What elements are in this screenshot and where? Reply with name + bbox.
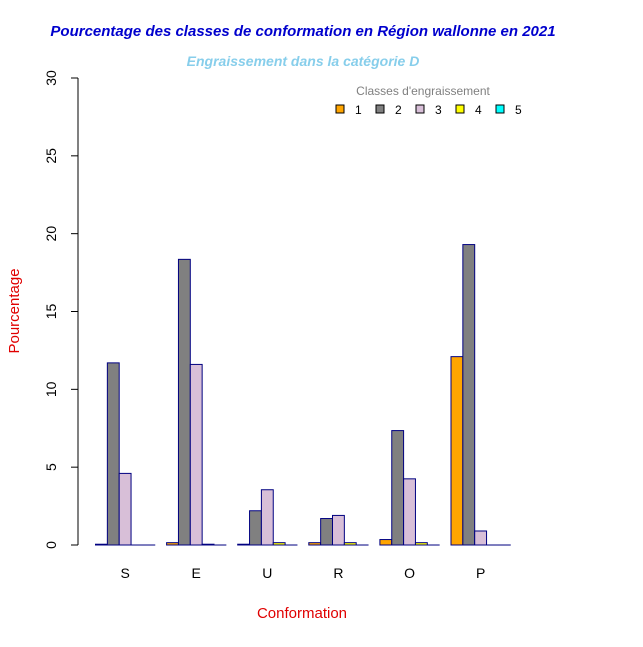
x-tick-label: E [192, 565, 201, 581]
bar-S-1 [96, 544, 108, 545]
y-axis-label: Pourcentage [6, 268, 23, 353]
bar-E-2 [178, 259, 190, 545]
y-tick-label: 30 [43, 70, 59, 86]
bars [96, 245, 511, 545]
x-tick-label: U [262, 565, 272, 581]
bar-O-4 [415, 543, 427, 545]
bar-E-4 [202, 544, 214, 545]
y-tick-label: 20 [43, 226, 59, 242]
legend-title: Classes d'engraissement [356, 84, 490, 98]
y-tick-label: 15 [43, 304, 59, 320]
legend: 1 2 3 4 5 [336, 103, 522, 117]
bar-R-2 [321, 519, 333, 545]
legend-swatch-3 [416, 105, 424, 113]
x-tick-label: P [476, 565, 485, 581]
y-tick-label: 25 [43, 148, 59, 164]
bar-O-2 [392, 431, 404, 545]
legend-label: 4 [475, 103, 482, 117]
bar-R-4 [344, 543, 356, 545]
legend-swatch-4 [456, 105, 464, 113]
bar-S-3 [119, 473, 131, 545]
chart-title: Pourcentage des classes de conformation … [50, 23, 555, 40]
y-tick-label: 5 [43, 463, 59, 471]
bar-R-1 [309, 543, 321, 545]
bar-U-1 [238, 544, 250, 545]
bar-S-2 [107, 363, 119, 545]
chart-subtitle: Engraissement dans la catégorie D [187, 53, 420, 69]
bar-U-4 [273, 543, 285, 545]
bar-R-3 [333, 515, 345, 545]
legend-label: 2 [395, 103, 402, 117]
bar-O-3 [404, 479, 416, 545]
x-tick-label: S [120, 565, 129, 581]
bar-U-2 [250, 511, 262, 545]
legend-label: 5 [515, 103, 522, 117]
bar-E-3 [190, 364, 202, 545]
bar-O-1 [380, 540, 392, 545]
bar-U-3 [261, 490, 273, 545]
legend-label: 3 [435, 103, 442, 117]
x-axis-label: Conformation [257, 605, 347, 622]
bar-P-3 [475, 531, 487, 545]
x-tick-label: O [404, 565, 415, 581]
y-axis: 0 5 10 15 20 25 30 [43, 70, 78, 549]
legend-swatch-5 [496, 105, 504, 113]
legend-label: 1 [355, 103, 362, 117]
bar-P-1 [451, 357, 463, 545]
bar-P-2 [463, 245, 475, 545]
y-tick-label: 10 [43, 381, 59, 397]
x-tick-label: R [333, 565, 343, 581]
y-tick-label: 0 [43, 541, 59, 549]
bar-E-1 [167, 543, 179, 545]
legend-swatch-2 [376, 105, 384, 113]
legend-swatch-1 [336, 105, 344, 113]
